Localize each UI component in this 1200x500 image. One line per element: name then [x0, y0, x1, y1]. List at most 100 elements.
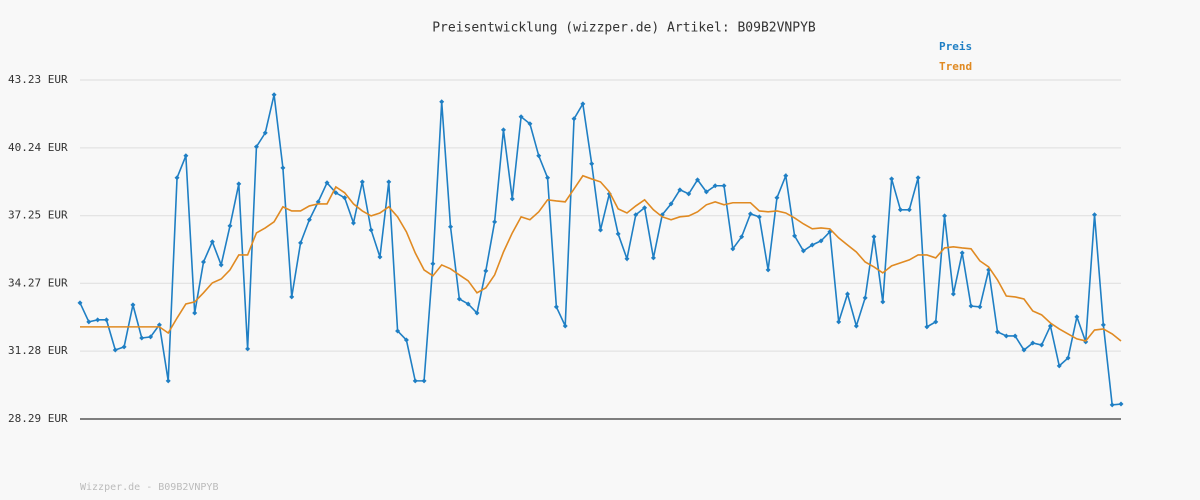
data-point	[95, 317, 101, 323]
data-point	[1092, 212, 1098, 218]
data-point	[456, 296, 462, 302]
data-point	[1100, 322, 1106, 328]
data-point	[227, 223, 233, 229]
data-point	[448, 224, 454, 230]
data-point	[712, 183, 718, 189]
data-point	[624, 256, 630, 262]
data-point	[386, 179, 392, 185]
series-line	[80, 174, 1122, 342]
data-point	[148, 334, 154, 340]
data-point	[245, 346, 251, 352]
data-point	[262, 130, 268, 136]
chart-title: Preisentwicklung (wizzper.de) Artikel: B…	[432, 21, 816, 36]
series-line	[79, 94, 1122, 406]
data-point	[474, 310, 480, 316]
data-point	[933, 319, 939, 325]
data-point	[324, 180, 330, 186]
data-point	[306, 217, 312, 223]
data-point	[968, 303, 974, 309]
data-point	[942, 213, 948, 219]
data-point	[598, 227, 603, 233]
data-point	[845, 291, 851, 297]
data-point	[1003, 333, 1009, 339]
data-point	[792, 233, 798, 239]
data-point	[509, 196, 515, 202]
data-point	[333, 190, 339, 196]
data-point	[897, 207, 903, 213]
data-point	[130, 302, 136, 308]
data-point	[209, 239, 215, 245]
data-point	[465, 301, 471, 307]
data-point	[121, 344, 127, 350]
data-point	[289, 294, 295, 300]
data-point	[201, 259, 207, 265]
data-point	[686, 191, 692, 197]
data-point	[1030, 340, 1036, 346]
data-point	[730, 246, 736, 252]
data-point	[747, 211, 753, 217]
data-point	[871, 234, 877, 240]
data-point	[218, 262, 224, 268]
data-point	[977, 304, 983, 310]
data-point	[703, 189, 709, 195]
data-point	[924, 324, 930, 330]
data-point	[421, 378, 427, 384]
data-point	[668, 201, 674, 207]
data-point	[298, 240, 304, 246]
data-point	[721, 183, 727, 189]
data-point	[368, 227, 374, 233]
data-point	[836, 319, 842, 325]
data-point	[756, 214, 762, 220]
data-point	[695, 177, 701, 183]
data-point	[889, 176, 895, 182]
data-point	[1074, 314, 1080, 320]
data-point	[377, 254, 383, 260]
data-point	[950, 291, 956, 297]
data-point	[545, 175, 551, 181]
data-point	[1039, 342, 1045, 348]
data-point	[562, 323, 568, 329]
data-point	[500, 127, 506, 133]
y-tick-label: 28.29 EUR	[8, 412, 68, 425]
data-point	[677, 187, 683, 193]
legend-label: Preis	[939, 40, 972, 53]
data-point	[271, 92, 277, 98]
data-point	[518, 114, 524, 120]
data-point	[650, 255, 656, 261]
data-point	[536, 153, 542, 159]
data-point	[553, 304, 559, 310]
data-point	[580, 101, 586, 107]
y-tick-label: 43.23 EUR	[8, 73, 68, 86]
data-point	[615, 231, 621, 237]
data-point	[915, 175, 921, 181]
y-tick-label: 40.24 EUR	[8, 141, 68, 154]
data-point	[1021, 347, 1027, 353]
data-point	[350, 220, 356, 226]
legend-label: Trend	[939, 60, 972, 73]
data-point	[280, 165, 286, 171]
data-point	[994, 329, 1000, 335]
data-point	[483, 268, 489, 274]
data-point	[103, 317, 109, 323]
y-tick-label: 34.27 EUR	[8, 276, 68, 289]
data-point	[112, 347, 118, 353]
data-point	[739, 234, 745, 240]
data-point	[139, 335, 145, 341]
data-point	[412, 378, 418, 384]
data-point	[183, 153, 189, 159]
data-point	[342, 195, 348, 201]
data-point	[439, 99, 445, 105]
data-point	[853, 323, 859, 329]
y-tick-label: 31.28 EUR	[8, 344, 68, 357]
data-point	[633, 212, 639, 218]
data-point	[818, 238, 824, 244]
data-point	[880, 299, 886, 305]
data-point	[403, 337, 409, 343]
data-point	[253, 144, 259, 150]
data-point	[774, 195, 780, 201]
data-point	[359, 179, 365, 185]
data-point	[783, 173, 789, 179]
data-point	[430, 261, 436, 267]
data-point	[862, 295, 868, 301]
